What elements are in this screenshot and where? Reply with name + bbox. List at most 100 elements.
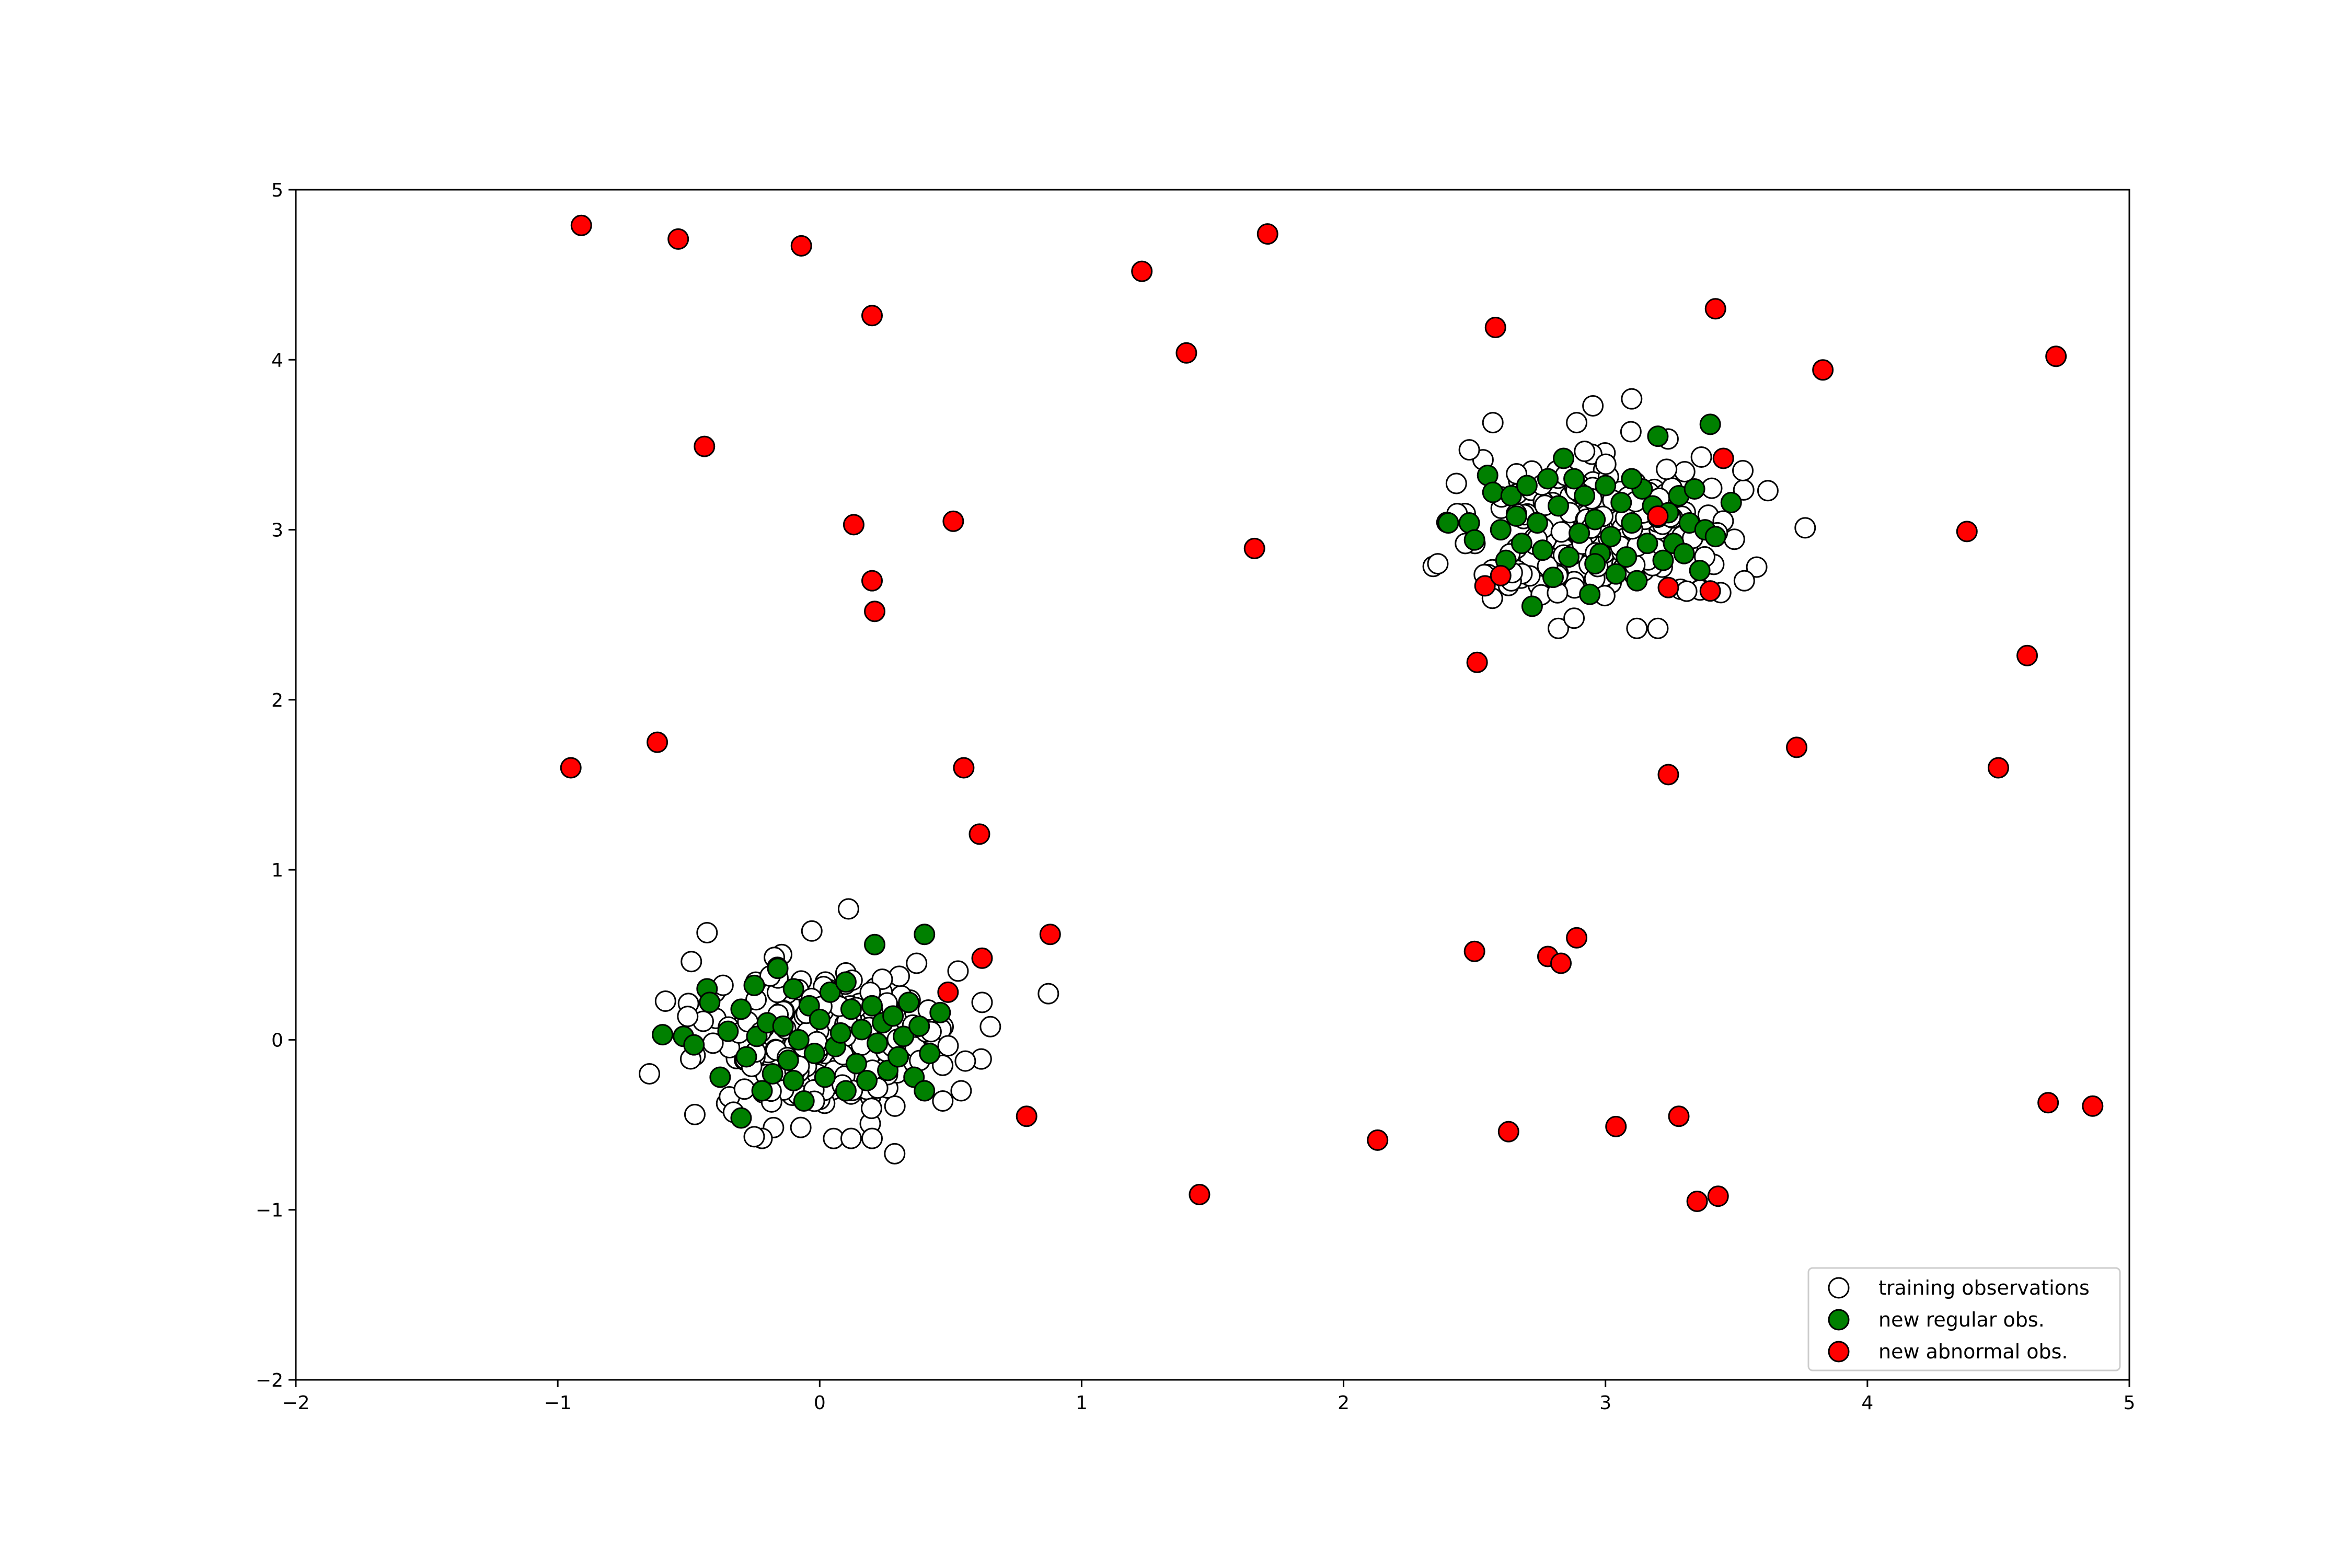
training-point (733, 1078, 755, 1100)
abnormal-point (1707, 1185, 1729, 1207)
regular-point (683, 1034, 705, 1056)
regular-point (867, 1032, 889, 1054)
abnormal-point (1812, 359, 1834, 381)
y-tick-label: 5 (271, 180, 283, 201)
training-point (871, 969, 893, 990)
regular-point (1463, 529, 1485, 551)
training-point (1732, 459, 1754, 481)
legend-marker (1828, 1277, 1850, 1299)
regular-point (893, 1025, 915, 1047)
regular-point (1531, 539, 1553, 561)
training-point (681, 951, 702, 973)
regular-point (1437, 512, 1459, 534)
regular-point (717, 1020, 739, 1042)
training-point (696, 921, 718, 943)
training-point (743, 1126, 765, 1148)
regular-point (1542, 567, 1564, 589)
abnormal-point (1256, 223, 1278, 245)
training-point (906, 952, 928, 974)
training-point (1595, 453, 1617, 475)
abnormal-point (1490, 564, 1512, 586)
abnormal-point (1039, 924, 1061, 946)
x-tick-label: 3 (1599, 1392, 1611, 1414)
regular-point (1563, 468, 1585, 490)
abnormal-point (969, 823, 990, 845)
regular-point (782, 978, 804, 1000)
abnormal-point (864, 601, 886, 622)
abnormal-point (971, 947, 993, 969)
y-tick-label: 2 (271, 690, 283, 711)
regular-point (861, 995, 883, 1017)
regular-point (1699, 413, 1721, 435)
axes: −2 −1 0 1 2 3 4 5 −2 −1 0 1 2 3 4 5 (256, 180, 2136, 1414)
regular-point (1720, 492, 1742, 514)
regular-point (1500, 485, 1522, 507)
training-point (684, 1103, 706, 1125)
regular-point (709, 1066, 731, 1088)
legend-label: training observations (1878, 1276, 2090, 1299)
regular-point (919, 1042, 941, 1064)
regular-point (743, 974, 765, 996)
regular-point (1610, 492, 1632, 514)
training-point (1794, 517, 1816, 539)
regular-point (1505, 505, 1527, 527)
regular-point (829, 1022, 851, 1044)
regular-point (1621, 512, 1643, 534)
regular-point (1574, 485, 1596, 507)
abnormal-point (1657, 577, 1679, 598)
regular-point (1652, 549, 1674, 571)
regular-point (735, 1046, 757, 1068)
regular-point (1704, 526, 1726, 548)
regular-point (856, 1069, 878, 1091)
regular-point (1600, 526, 1622, 548)
training-point (932, 1090, 954, 1112)
y-tick-label: −2 (256, 1370, 283, 1391)
y-tick-label: −1 (256, 1200, 283, 1221)
abnormal-point (2045, 345, 2067, 367)
regular-point (1621, 468, 1643, 490)
x-tick-label: −2 (282, 1392, 309, 1414)
abnormal-point (1668, 1105, 1690, 1127)
training-point (1621, 388, 1643, 410)
training-point (954, 1050, 976, 1072)
x-tick-label: 5 (2124, 1392, 2136, 1414)
training-point (840, 1127, 862, 1149)
training-point (1746, 556, 1768, 578)
regular-point (864, 933, 886, 955)
regular-point (793, 1090, 815, 1112)
training-point (837, 898, 859, 920)
plot-area (560, 214, 2104, 1212)
regular-point (777, 1049, 799, 1071)
regular-point (1684, 478, 1705, 500)
regular-point (788, 1029, 810, 1051)
regular-point (850, 1019, 872, 1041)
training-point (860, 1098, 882, 1120)
regular-point (730, 1107, 752, 1129)
training-point (937, 1035, 959, 1057)
legend-label: new abnormal obs. (1878, 1340, 2068, 1363)
regular-point (1673, 543, 1695, 564)
regular-point (772, 1015, 794, 1037)
abnormal-point (1189, 1183, 1210, 1205)
regular-point (914, 924, 936, 946)
training-point (1566, 412, 1588, 434)
training-point (1676, 580, 1698, 602)
plot-frame (295, 189, 2130, 1381)
regular-point (1626, 570, 1648, 592)
regular-point (730, 998, 752, 1020)
regular-point (814, 1066, 836, 1088)
training-point (1647, 617, 1669, 639)
training-point (947, 960, 969, 982)
training-point (1656, 458, 1678, 480)
regular-point (887, 1046, 909, 1068)
x-tick-label: 1 (1076, 1392, 1088, 1414)
y-tick-label: 4 (271, 350, 283, 371)
regular-point (1584, 509, 1606, 531)
training-point (971, 991, 993, 1013)
training-point (1427, 553, 1449, 575)
regular-point (819, 981, 841, 1003)
training-point (1582, 395, 1604, 417)
regular-point (1558, 546, 1580, 568)
abnormal-point (1956, 521, 1978, 543)
abnormal-point (937, 981, 959, 1003)
